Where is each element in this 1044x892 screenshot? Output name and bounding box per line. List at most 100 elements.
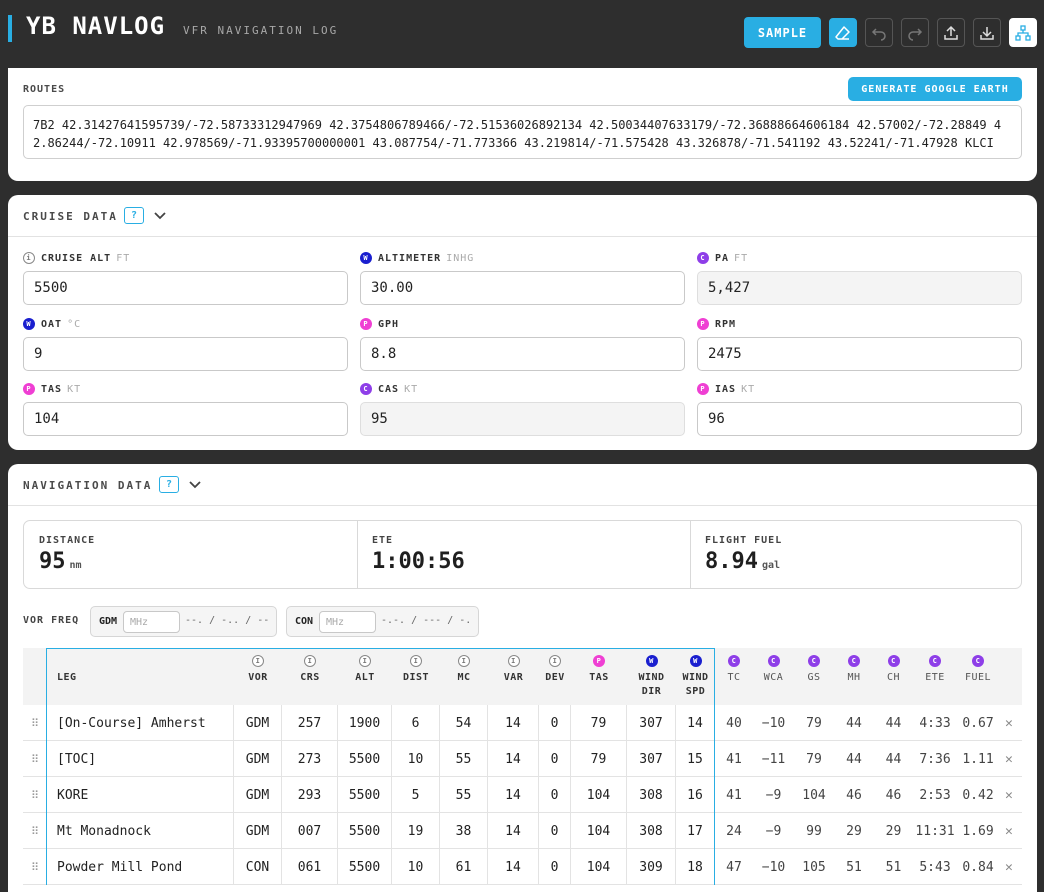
undo-button[interactable] — [865, 18, 893, 47]
cell-vor[interactable]: CON — [234, 849, 282, 885]
cell-leg[interactable]: [On-Course] Amherst — [46, 705, 234, 741]
column-header-mc: I MC — [457, 655, 471, 683]
cell-vor[interactable]: GDM — [234, 777, 282, 813]
cell-tas[interactable]: 104 — [571, 813, 627, 849]
source-badge-icon: C — [360, 383, 372, 395]
drag-handle-icon[interactable]: ⠿ — [31, 825, 40, 838]
chevron-down-icon[interactable] — [188, 478, 202, 492]
cell-wdir[interactable]: 307 — [627, 705, 676, 741]
generate-google-earth-button[interactable]: GENERATE GOOGLE EARTH — [848, 77, 1022, 101]
delete-x-icon[interactable]: ✕ — [1005, 824, 1013, 839]
cell-gs: 79 — [806, 751, 822, 767]
cell-wspd[interactable]: 17 — [676, 813, 715, 849]
cell-crs[interactable]: 293 — [282, 777, 338, 813]
source-badge-icon: P — [593, 655, 605, 667]
cell-var[interactable]: 14 — [488, 813, 539, 849]
cell-wdir[interactable]: 308 — [627, 813, 676, 849]
vor-group-con: CON MHz -.-. / --- / -. — [286, 606, 479, 637]
cell-crs[interactable]: 061 — [282, 849, 338, 885]
cell-leg[interactable]: KORE — [46, 777, 234, 813]
cell-wspd[interactable]: 15 — [676, 741, 715, 777]
cell-wdir[interactable]: 308 — [627, 777, 676, 813]
cruise-data-header[interactable]: CRUISE DATA ? — [8, 195, 1037, 237]
cell-leg[interactable]: Powder Mill Pond — [46, 849, 234, 885]
cell-wspd[interactable]: 14 — [676, 705, 715, 741]
cell-var[interactable]: 14 — [488, 705, 539, 741]
navigation-data-header[interactable]: NAVIGATION DATA ? — [8, 464, 1037, 506]
cell-vor[interactable]: GDM — [234, 705, 282, 741]
field-input[interactable]: 96 — [697, 402, 1022, 436]
cell-tas[interactable]: 79 — [571, 741, 627, 777]
cell-dist[interactable]: 19 — [392, 813, 440, 849]
cell-dist[interactable]: 10 — [392, 741, 440, 777]
drag-handle-icon[interactable]: ⠿ — [31, 753, 40, 766]
cell-dev[interactable]: 0 — [539, 705, 571, 741]
cell-alt[interactable]: 5500 — [338, 849, 392, 885]
cell-ete: 5:43 — [919, 859, 951, 875]
cell-tas[interactable]: 104 — [571, 777, 627, 813]
cell-wdir[interactable]: 307 — [627, 741, 676, 777]
delete-x-icon[interactable]: ✕ — [1005, 752, 1013, 767]
cell-alt[interactable]: 5500 — [338, 777, 392, 813]
routes-textarea[interactable]: 7B2 42.31427641595739/-72.58733312947969… — [23, 105, 1022, 159]
cell-alt[interactable]: 5500 — [338, 741, 392, 777]
cell-crs[interactable]: 273 — [282, 741, 338, 777]
delete-x-icon[interactable]: ✕ — [1005, 788, 1013, 803]
cell-ete: 4:33 — [919, 715, 951, 731]
cell-leg[interactable]: Mt Monadnock — [46, 813, 234, 849]
route-tree-button[interactable] — [1009, 18, 1037, 47]
cell-mc[interactable]: 55 — [440, 777, 488, 813]
cell-tc: 41 — [726, 787, 742, 803]
download-button[interactable] — [973, 18, 1001, 47]
clear-button[interactable] — [829, 18, 857, 47]
field-input[interactable]: 5500 — [23, 271, 348, 305]
cell-vor[interactable]: GDM — [234, 741, 282, 777]
drag-handle-icon[interactable]: ⠿ — [31, 861, 40, 874]
cell-tas[interactable]: 79 — [571, 705, 627, 741]
cell-alt[interactable]: 5500 — [338, 813, 392, 849]
cell-mc[interactable]: 54 — [440, 705, 488, 741]
cell-dev[interactable]: 0 — [539, 849, 571, 885]
vor-frequency-input[interactable]: MHz — [123, 611, 180, 633]
cell-var[interactable]: 14 — [488, 777, 539, 813]
cell-dev[interactable]: 0 — [539, 741, 571, 777]
cell-dev[interactable]: 0 — [539, 777, 571, 813]
cell-wca: −9 — [765, 787, 782, 803]
field-input[interactable]: 2475 — [697, 337, 1022, 371]
upload-button[interactable] — [937, 18, 965, 47]
cell-tas[interactable]: 104 — [571, 849, 627, 885]
cell-wspd[interactable]: 16 — [676, 777, 715, 813]
drag-handle-icon[interactable]: ⠿ — [31, 789, 40, 802]
cell-alt[interactable]: 1900 — [338, 705, 392, 741]
cell-wspd[interactable]: 18 — [676, 849, 715, 885]
cell-dist[interactable]: 6 — [392, 705, 440, 741]
cell-dev[interactable]: 0 — [539, 813, 571, 849]
cell-leg[interactable]: [TOC] — [46, 741, 234, 777]
source-badge-icon: C — [848, 655, 860, 667]
cell-var[interactable]: 14 — [488, 849, 539, 885]
vor-frequency-input[interactable]: MHz — [319, 611, 376, 633]
cell-dist[interactable]: 10 — [392, 849, 440, 885]
field-input[interactable]: 9 — [23, 337, 348, 371]
cell-mc[interactable]: 55 — [440, 741, 488, 777]
field-input[interactable]: 30.00 — [360, 271, 685, 305]
chevron-down-icon[interactable] — [153, 209, 167, 223]
cell-vor[interactable]: GDM — [234, 813, 282, 849]
cell-dist[interactable]: 5 — [392, 777, 440, 813]
field-input[interactable]: 8.8 — [360, 337, 685, 371]
cell-wdir[interactable]: 309 — [627, 849, 676, 885]
delete-x-icon[interactable]: ✕ — [1005, 860, 1013, 875]
field-input[interactable]: 104 — [23, 402, 348, 436]
sample-button[interactable]: SAMPLE — [744, 17, 821, 48]
cell-crs[interactable]: 007 — [282, 813, 338, 849]
cell-mc[interactable]: 61 — [440, 849, 488, 885]
cell-var[interactable]: 14 — [488, 741, 539, 777]
column-header-var: I VAR — [503, 655, 524, 683]
navigation-help-button[interactable]: ? — [159, 476, 179, 493]
cell-crs[interactable]: 257 — [282, 705, 338, 741]
delete-x-icon[interactable]: ✕ — [1005, 716, 1013, 731]
drag-handle-icon[interactable]: ⠿ — [31, 717, 40, 730]
cell-mc[interactable]: 38 — [440, 813, 488, 849]
cruise-help-button[interactable]: ? — [124, 207, 144, 224]
redo-button[interactable] — [901, 18, 929, 47]
